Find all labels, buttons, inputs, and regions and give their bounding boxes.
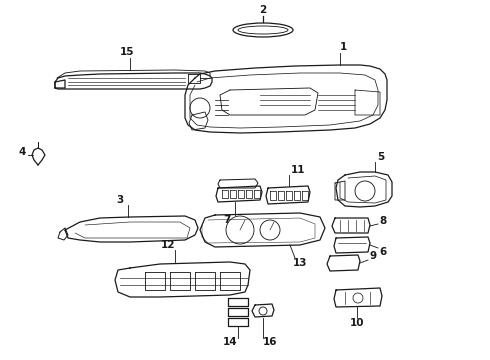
Text: 9: 9 xyxy=(369,251,376,261)
Text: 12: 12 xyxy=(161,240,175,250)
Text: 5: 5 xyxy=(377,152,385,162)
Text: 6: 6 xyxy=(379,247,387,257)
Text: 13: 13 xyxy=(293,258,307,268)
Text: 10: 10 xyxy=(350,318,364,328)
Text: 2: 2 xyxy=(259,5,267,15)
Text: 7: 7 xyxy=(223,215,231,225)
Text: 1: 1 xyxy=(340,42,346,52)
Text: 8: 8 xyxy=(379,216,387,226)
Text: 4: 4 xyxy=(18,147,25,157)
Text: 3: 3 xyxy=(117,195,123,205)
Text: 16: 16 xyxy=(263,337,277,347)
Text: 15: 15 xyxy=(120,47,134,57)
Text: 11: 11 xyxy=(291,165,305,175)
Text: 14: 14 xyxy=(222,337,237,347)
